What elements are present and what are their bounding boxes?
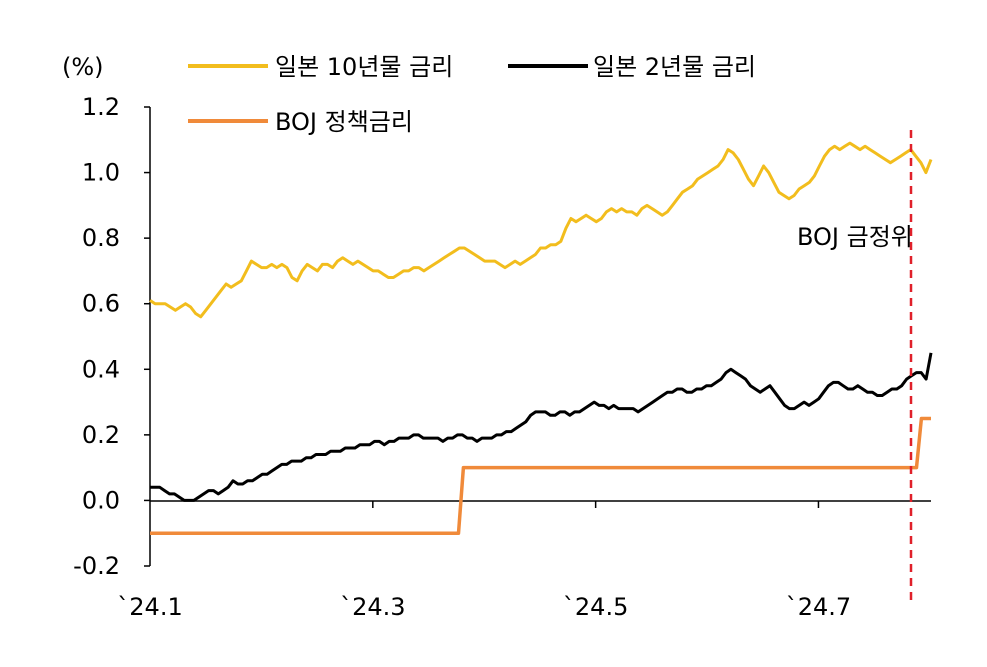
y-tick-label: -0.2 [73,552,120,580]
series-line-10y [149,141,933,319]
y-tick-label: 0.4 [82,355,120,383]
x-tick-label: `24.7 [786,593,851,621]
series-line-2y [150,352,933,502]
legend: 일본 10년물 금리 일본 2년물 금리 BOJ 정책금리 [188,53,756,136]
y-unit-label: (%) [62,53,104,81]
y-tick-label: 0.6 [82,290,120,318]
y-tick-label: 0.8 [82,224,120,252]
x-tick-label: `24.5 [563,593,628,621]
x-tick-label: `24.1 [117,593,182,621]
series-line-policy [150,416,931,535]
y-tick-label: 0.0 [82,486,120,514]
y-tick-label: 0.2 [82,421,120,449]
legend-label-policy: BOJ 정책금리 [275,108,413,136]
y-tick-label: 1.2 [82,93,120,121]
x-tick-label: `24.3 [340,593,405,621]
legend-label-2y: 일본 2년물 금리 [593,53,756,81]
y-tick-label: 1.0 [82,159,120,187]
legend-label-10y: 일본 10년물 금리 [275,53,453,81]
boj-meeting-label: BOJ 금정위 [797,223,913,251]
